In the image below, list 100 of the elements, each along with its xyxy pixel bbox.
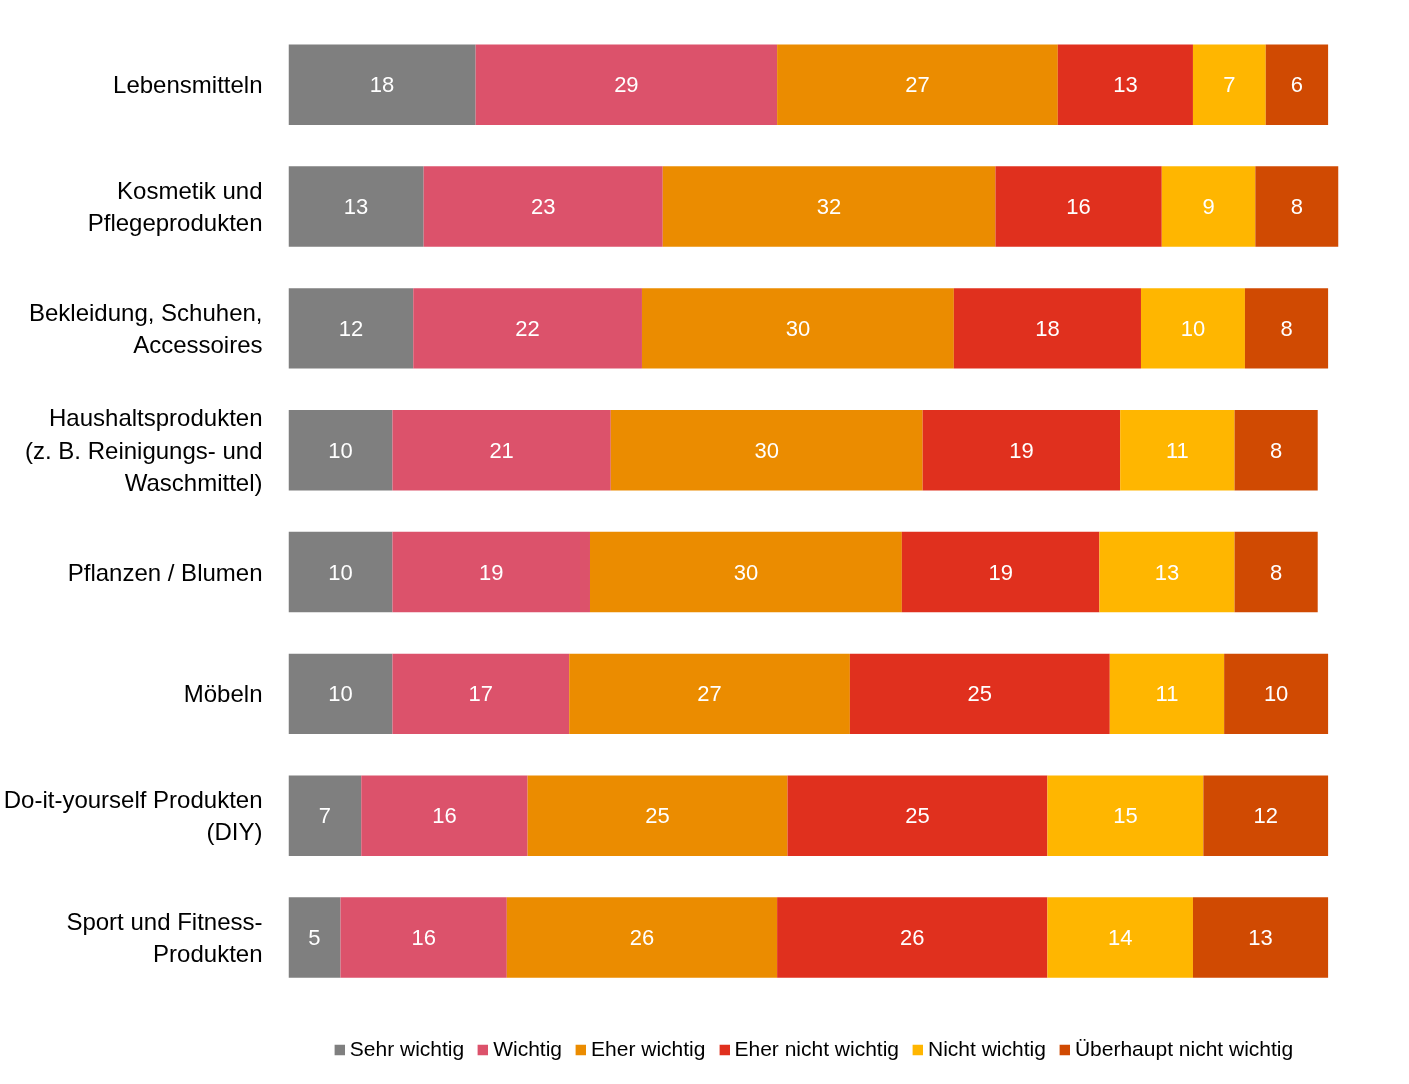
bar [288, 166, 424, 247]
bar [1192, 44, 1266, 125]
bar [787, 775, 1048, 856]
data-label: 8 [1270, 437, 1283, 463]
data-label: 8 [1280, 315, 1293, 341]
bar [288, 775, 362, 856]
data-label: 6 [1290, 72, 1304, 98]
bar [589, 531, 902, 613]
data-label: 13 [343, 194, 369, 220]
bar [1161, 166, 1256, 247]
data-label: 11 [1155, 681, 1179, 707]
bar [1224, 653, 1329, 735]
bar [392, 531, 590, 613]
legend-label: Nicht wichtig [928, 1037, 1046, 1061]
bar [1057, 44, 1193, 125]
data-label: 23 [530, 194, 556, 220]
legend-label: Sehr wichtig [349, 1037, 465, 1061]
bar [1120, 410, 1235, 491]
bar [340, 897, 507, 978]
data-label: 8 [1290, 194, 1304, 220]
bar [641, 288, 954, 369]
data-label: 16 [432, 803, 457, 829]
y-tick-label: Do-it-yourself Produkten (DIY) [3, 786, 263, 846]
bar [475, 44, 778, 125]
bar [1109, 653, 1225, 735]
bar [1047, 775, 1204, 856]
bar [1099, 531, 1235, 613]
bar [1244, 288, 1329, 369]
bar [953, 288, 1141, 369]
bar [901, 531, 1100, 613]
legend-label: Überhaupt nicht wichtig [1074, 1037, 1294, 1061]
data-label: 18 [369, 72, 395, 98]
data-label: 27 [905, 72, 930, 98]
data-label: 10 [328, 437, 353, 463]
bar [1255, 166, 1339, 247]
data-label: 25 [645, 803, 670, 829]
bar [1140, 288, 1245, 369]
bar [392, 653, 570, 735]
bar [1203, 775, 1329, 856]
y-tick-label: Sport und Fitness- Produkten [66, 907, 263, 968]
data-label: 19 [1009, 437, 1034, 463]
data-label: 30 [754, 437, 779, 463]
data-label: 19 [478, 559, 504, 585]
data-label: 21 [489, 437, 514, 463]
bar [288, 288, 414, 369]
data-label: 12 [1253, 803, 1278, 829]
y-tick-label: Lebensmitteln [113, 71, 263, 99]
data-label: 13 [1113, 72, 1138, 98]
bar [610, 410, 923, 491]
bar [1192, 897, 1329, 978]
data-label: 13 [1248, 925, 1273, 951]
data-label: 27 [697, 681, 722, 707]
bar [288, 531, 393, 613]
bar [995, 166, 1162, 247]
data-label: 30 [785, 315, 811, 341]
legend-label: Eher wichtig [591, 1037, 706, 1061]
bar [288, 410, 393, 491]
y-tick-label: Möbeln [183, 680, 263, 708]
bar [922, 410, 1121, 491]
y-tick-label: Kosmetik und Pflegeprodukten [87, 176, 263, 237]
y-tick-label: Pflanzen / Blumen [67, 558, 263, 586]
bar [662, 166, 996, 247]
data-label: 15 [1113, 803, 1138, 829]
bar [1265, 44, 1329, 125]
data-label: 10 [1180, 315, 1206, 341]
bar [1234, 531, 1318, 613]
legend-label: Eher nicht wichtig [734, 1037, 900, 1061]
bar [569, 653, 850, 735]
data-label: 32 [816, 194, 842, 220]
y-tick-label: Bekleidung, Schuhen, Accessoires [28, 298, 263, 359]
bar [361, 775, 528, 856]
bar [527, 775, 788, 856]
bar [392, 410, 611, 491]
data-label: 19 [988, 559, 1013, 585]
data-label: 22 [515, 315, 540, 341]
data-label: 26 [900, 925, 925, 951]
bar [1047, 897, 1193, 978]
bar [777, 897, 1048, 978]
data-label: 13 [1154, 559, 1180, 585]
data-label: 8 [1270, 559, 1283, 585]
bar [288, 653, 393, 735]
data-label: 5 [308, 925, 321, 951]
y-tick-label: Haushaltsprodukten (z. B. Reinigungs- und Waschmittel) [25, 404, 263, 497]
data-label: 10 [1263, 681, 1289, 707]
data-label: 17 [468, 681, 494, 707]
data-label: 12 [338, 315, 364, 341]
bar [777, 44, 1058, 125]
data-label: 16 [1066, 194, 1091, 220]
data-label: 30 [733, 559, 759, 585]
data-label: 10 [328, 681, 353, 707]
data-label: 25 [905, 803, 930, 829]
data-label: 25 [967, 681, 993, 707]
bar [288, 44, 476, 125]
data-label: 9 [1202, 194, 1215, 220]
bar [288, 897, 341, 978]
data-label: 16 [411, 925, 436, 951]
data-label: 18 [1035, 315, 1060, 341]
data-label: 11 [1165, 437, 1189, 463]
data-label: 14 [1107, 925, 1133, 951]
data-label: 29 [614, 72, 639, 98]
